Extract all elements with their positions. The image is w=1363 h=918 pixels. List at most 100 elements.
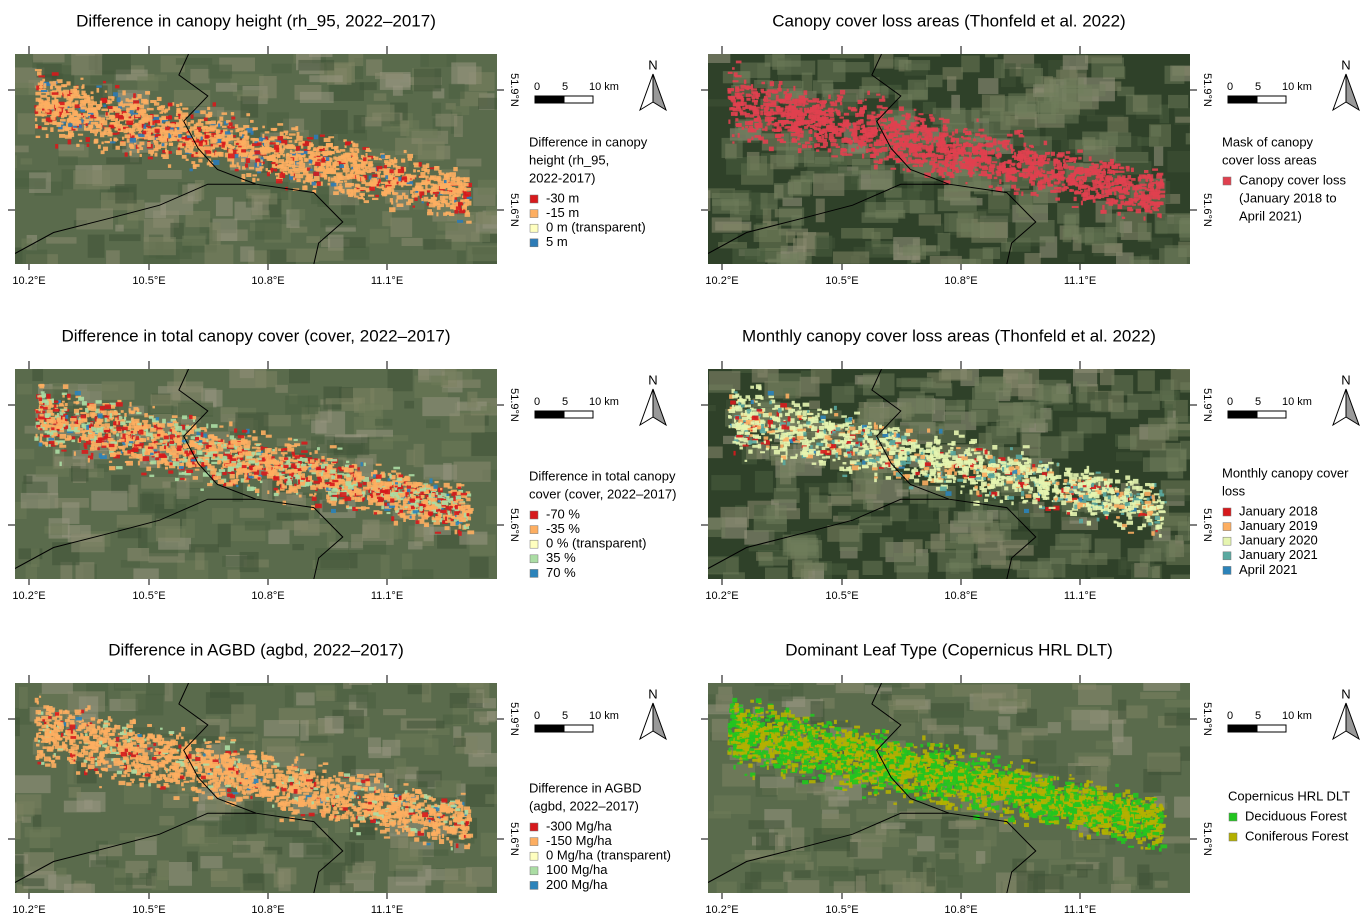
overlay-pixel — [384, 165, 387, 168]
overlay-pixel — [385, 155, 391, 159]
overlay-pixel — [115, 121, 120, 124]
terrain-patch — [5, 421, 14, 440]
overlay-pixel — [300, 169, 307, 172]
overlay-pixel — [893, 158, 899, 160]
overlay-pixel — [361, 181, 366, 184]
terrain-patch — [338, 361, 364, 369]
overlay-pixel — [101, 109, 108, 111]
terrain-patch — [1065, 213, 1080, 237]
overlay-pixel — [412, 193, 414, 198]
overlay-pixel — [150, 121, 152, 126]
overlay-pixel — [241, 155, 248, 158]
terrain-patch — [426, 419, 440, 428]
overlay-pixel — [154, 120, 160, 123]
terrain-patch — [961, 55, 979, 72]
overlay-pixel — [270, 142, 276, 144]
overlay-pixel — [1160, 213, 1162, 218]
overlay-pixel — [732, 134, 735, 137]
overlay-pixel — [171, 124, 176, 127]
overlay-pixel — [746, 98, 750, 101]
overlay-pixel — [902, 135, 909, 137]
overlay-pixel — [277, 136, 283, 140]
panel-title: Difference in canopy height (rh_95, 2022… — [76, 11, 436, 30]
overlay-pixel — [147, 126, 151, 128]
overlay-pixel — [989, 185, 993, 188]
terrain-patch — [275, 385, 288, 393]
overlay-pixel — [1088, 186, 1091, 190]
overlay-pixel — [921, 138, 927, 140]
legend-label: April 2021) — [1239, 208, 1302, 223]
overlay-pixel — [441, 200, 446, 203]
overlay-pixel — [252, 178, 255, 182]
terrain-patch — [137, 76, 158, 90]
terrain-patch — [1024, 253, 1040, 274]
overlay-pixel — [899, 106, 904, 111]
terrain-patch — [127, 548, 149, 561]
overlay-pixel — [801, 131, 804, 134]
overlay-pixel — [335, 168, 339, 170]
overlay-pixel — [46, 134, 49, 138]
overlay-pixel — [225, 131, 231, 134]
overlay-pixel — [874, 160, 879, 163]
overlay-pixel — [136, 129, 139, 131]
overlay-pixel — [840, 129, 844, 133]
overlay-pixel — [208, 114, 213, 117]
overlay-pixel — [259, 166, 263, 168]
overlay-pixel — [404, 195, 408, 199]
overlay-pixel — [1040, 168, 1042, 172]
overlay-pixel — [364, 200, 369, 203]
overlay-pixel — [277, 123, 283, 126]
legend-label: -30 m — [546, 190, 579, 205]
overlay-pixel — [323, 152, 327, 156]
overlay-pixel — [218, 121, 221, 124]
overlay-pixel — [1119, 167, 1124, 169]
overlay-pixel — [1037, 183, 1042, 187]
overlay-pixel — [1004, 140, 1010, 142]
overlay-pixel — [233, 135, 236, 138]
terrain-patch — [1063, 55, 1088, 70]
overlay-pixel — [104, 127, 110, 131]
terrain-patch — [21, 158, 33, 164]
terrain-patch — [1023, 68, 1043, 87]
overlay-pixel — [826, 119, 832, 122]
overlay-pixel — [198, 159, 202, 163]
overlay-pixel — [888, 124, 893, 126]
overlay-pixel — [1117, 212, 1120, 216]
overlay-pixel — [893, 138, 898, 140]
overlay-pixel — [66, 81, 70, 85]
overlay-pixel — [427, 202, 429, 205]
overlay-pixel — [751, 88, 757, 90]
overlay-pixel — [1085, 172, 1092, 176]
terrain-patch — [723, 224, 750, 231]
overlay-pixel — [732, 141, 734, 143]
overlay-pixel — [1139, 201, 1145, 203]
overlay-pixel — [444, 180, 447, 183]
overlay-pixel — [36, 136, 41, 138]
overlay-pixel — [916, 147, 921, 150]
terrain-patch — [833, 251, 869, 263]
overlay-pixel — [58, 129, 65, 131]
terrain-patch — [702, 190, 710, 211]
overlay-pixel — [290, 172, 294, 177]
overlay-pixel — [735, 113, 737, 116]
overlay-pixel — [899, 133, 904, 135]
overlay-pixel — [200, 119, 204, 121]
overlay-pixel — [254, 150, 260, 154]
overlay-pixel — [103, 81, 106, 83]
overlay-pixel — [242, 147, 248, 150]
terrain-patch — [133, 568, 158, 591]
terrain-patch — [903, 245, 940, 255]
overlay-pixel — [837, 113, 840, 115]
terrain-patch — [467, 245, 497, 261]
overlay-pixel — [79, 408, 82, 410]
terrain-patch — [471, 432, 501, 456]
overlay-pixel — [408, 158, 412, 161]
overlay-pixel — [836, 146, 840, 148]
overlay-pixel — [272, 164, 275, 167]
overlay-pixel — [466, 221, 472, 224]
overlay-pixel — [125, 118, 131, 120]
overlay-pixel — [137, 149, 140, 153]
overlay-pixel — [913, 165, 918, 167]
overlay-pixel — [350, 148, 354, 152]
overlay-pixel — [228, 148, 232, 152]
